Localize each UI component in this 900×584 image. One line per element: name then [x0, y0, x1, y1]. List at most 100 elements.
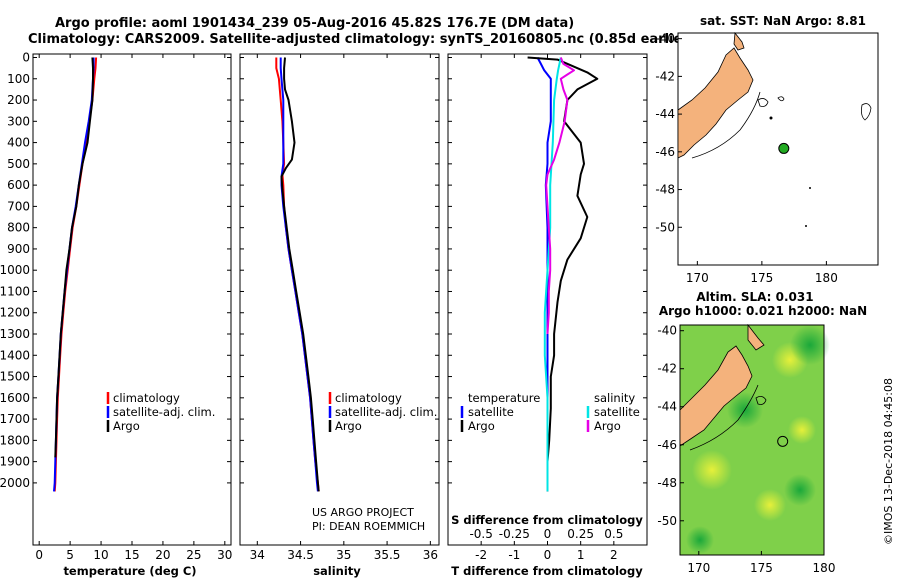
bathymetry-contour [691, 91, 761, 159]
difference-x-ticks: -2 -1 0 1 2 [475, 54, 618, 562]
depth-tick-label: 0 [22, 51, 30, 65]
depth-tick-label: 200 [7, 93, 30, 107]
lat-tick-label: -46 [657, 438, 677, 452]
depth-tick-label: 1200 [0, 306, 30, 320]
lon-tick-label: 175 [750, 561, 773, 575]
depth-tick-label: 900 [7, 242, 30, 256]
legend-satellite: satellite-adj. clim. [113, 405, 215, 419]
depth-tick-label: 1900 [0, 455, 30, 469]
island-outline [755, 396, 767, 405]
legend-argo: Argo [113, 419, 140, 433]
project-credit: US ARGO PROJECT [312, 506, 414, 519]
argo-float-marker [777, 435, 789, 447]
bathymetry-contour [689, 384, 759, 451]
legend-climatology: climatology [335, 391, 402, 405]
t-difference-axis-label: T difference from climatology [451, 564, 643, 578]
title-line-1: Argo profile: aoml 1901434_239 05-Aug-20… [55, 16, 574, 31]
salinity-legend: climatology satellite-adj. clim. Argo [328, 391, 437, 433]
sla-map-title-2: Argo h1000: 0.021 h2000: NaN [659, 304, 867, 318]
title-line-2: Climatology: CARS2009. Satellite-adjuste… [28, 32, 695, 47]
salinity-x-ticks: 34 34.5 35 35.5 36 [250, 54, 438, 562]
series-line-t-argo [527, 56, 599, 492]
south-island-land [679, 345, 753, 447]
legend-t-argo: Argo [468, 419, 495, 433]
lat-tick-label: -40 [657, 324, 677, 338]
legend-t-satellite: satellite [468, 405, 514, 419]
south-island-land [677, 47, 754, 159]
series-line-s-satellite [543, 57, 562, 492]
islet-dot [805, 225, 807, 227]
x-tick-label: 34 [250, 548, 265, 562]
series-line-satellite-adj-clim- [53, 57, 95, 492]
lat-tick-label: -44 [657, 400, 677, 414]
depth-tick-label: 100 [7, 72, 30, 86]
lat-tick-label: -44 [655, 107, 675, 121]
north-island-land [747, 323, 765, 351]
legend-satellite: satellite-adj. clim. [335, 405, 437, 419]
legend-salinity-title: salinity [594, 391, 635, 405]
s-diff-tick-label: 0 [544, 527, 552, 541]
imos-stamp: ©IMOS 13-Dec-2018 04:45:08 [882, 378, 895, 545]
x-tick-label: 2 [610, 548, 618, 562]
sla-blob [692, 450, 732, 490]
sla-blob [754, 489, 786, 521]
argo-float-marker [778, 142, 790, 154]
lat-tick-label: -48 [657, 476, 677, 490]
temperature-x-ticks: 0 5 10 15 20 25 30 [35, 54, 232, 562]
s-diff-tick-label: -0.25 [499, 527, 530, 541]
x-tick-label: 0 [35, 548, 43, 562]
lat-tick-label: -48 [655, 183, 675, 197]
x-tick-label: 34.5 [287, 548, 314, 562]
temperature-series [53, 57, 98, 492]
sst-map-ticks: 170 175 180 -40 -42 -44 -46 -48 -50 [655, 32, 837, 285]
difference-legend: temperature salinity satellite Argo sate… [460, 391, 640, 433]
lat-tick-label: -40 [655, 32, 675, 46]
sla-blob [790, 325, 830, 365]
lat-tick-label: -42 [657, 362, 677, 376]
temperature-legend: climatology satellite-adj. clim. Argo [106, 391, 215, 433]
x-tick-label: -2 [475, 548, 487, 562]
depth-tick-label: 1600 [0, 391, 30, 405]
lat-tick-label: -50 [655, 220, 675, 234]
depth-tick-label: 800 [7, 221, 30, 235]
depth-tick-label: 400 [7, 136, 30, 150]
sst-map-frame [677, 32, 879, 266]
lon-tick-label: 180 [815, 271, 838, 285]
salinity-series [275, 57, 320, 492]
x-tick-label: 35.5 [374, 548, 401, 562]
legend-s-satellite: satellite [594, 405, 640, 419]
series-line-t-satellite [536, 57, 552, 492]
salinity-axis-label: salinity [313, 564, 361, 578]
x-tick-label: -1 [508, 548, 520, 562]
series-line-argo [280, 57, 320, 492]
depth-tick-label: 600 [7, 178, 30, 192]
sla-map: 170 175 180 -40 -42 -44 -46 -48 -50 [657, 324, 835, 575]
lat-tick-label: -46 [655, 145, 675, 159]
s-diff-tick-label: 0.5 [604, 527, 623, 541]
antipodes-dot [809, 187, 811, 189]
sla-blob [788, 416, 816, 444]
north-island-land [733, 31, 745, 51]
sla-map-ticks: 170 175 180 -40 -42 -44 -46 -48 -50 [657, 324, 835, 575]
temperature-panel-frame [32, 53, 232, 546]
depth-tick-label: 1800 [0, 433, 30, 447]
temperature-axis-label: temperature (deg C) [63, 564, 196, 578]
snares-dot [769, 116, 773, 120]
x-tick-label: 1 [577, 548, 585, 562]
sst-map-title: sat. SST: NaN Argo: 8.81 [700, 14, 866, 28]
legend-temperature-title: temperature [468, 391, 540, 405]
x-tick-label: 5 [66, 548, 74, 562]
sla-blob [686, 526, 714, 554]
x-tick-label: 15 [124, 548, 139, 562]
depth-tick-label: 1000 [0, 263, 30, 277]
chatham-outline [861, 103, 872, 121]
x-tick-label: 36 [423, 548, 438, 562]
x-tick-label: 30 [217, 548, 232, 562]
depth-tick-label: 1500 [0, 370, 30, 384]
difference-series [527, 56, 599, 492]
depth-axis: 0 100 200 300 400 500 600 700 800 900 1000 1100 1200… [0, 51, 647, 490]
sla-map-title-1: Altim. SLA: 0.031 [696, 290, 813, 304]
salinity-difference-x-ticks: -0.5 -0.25 0 0.25 0.5 [469, 527, 623, 541]
depth-tick-label: 500 [7, 157, 30, 171]
